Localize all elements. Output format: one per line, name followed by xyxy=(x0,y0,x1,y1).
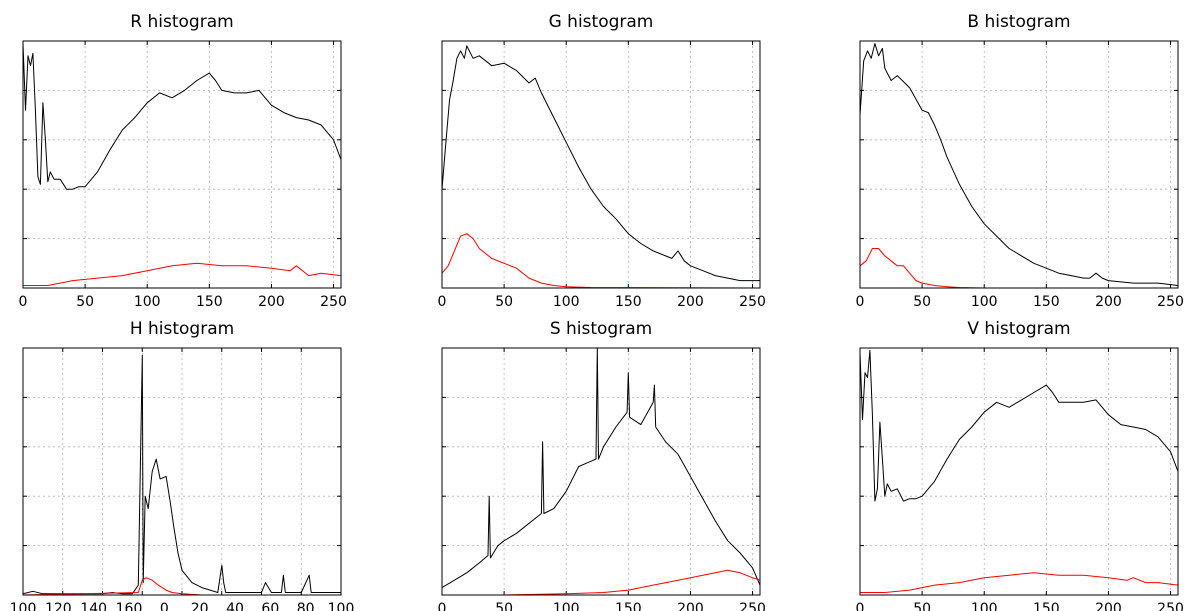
x-tick-label: 100 xyxy=(971,601,998,611)
panel-title: B histogram xyxy=(967,12,1070,32)
panel-title: V histogram xyxy=(967,319,1070,339)
panel-title: G histogram xyxy=(549,12,654,32)
x-tick-label: 0 xyxy=(856,294,865,310)
x-tick-label: 0 xyxy=(19,294,28,310)
x-tick-label: 150 xyxy=(1033,601,1060,611)
x-tick-label: 0 xyxy=(160,601,169,611)
histogram-line-black xyxy=(23,354,341,595)
x-tick-label: 100 xyxy=(971,294,998,310)
x-tick-label: 200 xyxy=(1095,601,1122,611)
x-tick-label: 200 xyxy=(258,294,285,310)
x-tick-label: 100 xyxy=(328,601,355,611)
panel-title: H histogram xyxy=(130,319,234,339)
x-tick-label: 100 xyxy=(134,294,161,310)
x-tick-label: 160 xyxy=(116,601,143,611)
x-tick-label: 250 xyxy=(320,294,347,310)
r-histogram-panel: 0 50 100 150 200 250 R histogram xyxy=(19,12,347,310)
x-tick-label: 20 xyxy=(191,601,209,611)
g-histogram-panel: 0 50 100 150 200 250 G histogram xyxy=(438,12,766,310)
x-tick-label: 150 xyxy=(615,294,642,310)
x-tick-label: 40 xyxy=(226,601,244,611)
panel-title: S histogram xyxy=(550,319,652,339)
x-tick-label: 0 xyxy=(438,294,447,310)
plot-frame xyxy=(441,347,761,596)
x-tick-label: 250 xyxy=(1157,601,1184,611)
h-histogram-panel: 100 120 140 160 0 20 40 60 80 100 H histogram xyxy=(10,319,355,611)
x-tick-label: 100 xyxy=(553,601,580,611)
x-tick-label: 150 xyxy=(196,294,223,310)
x-tick-label: 200 xyxy=(677,601,704,611)
x-tick-label: 200 xyxy=(677,294,704,310)
histogram-line-red xyxy=(860,572,1178,593)
histogram-line-black xyxy=(442,348,760,589)
v-histogram-panel: 0 50 100 150 200 250 V histogram xyxy=(856,319,1184,611)
x-tick-label: 50 xyxy=(495,601,513,611)
plot-frame xyxy=(441,40,761,289)
x-tick-label: 200 xyxy=(1095,294,1122,310)
histogram-line-red xyxy=(442,569,760,595)
x-tick-label: 100 xyxy=(10,601,37,611)
x-tick-label: 150 xyxy=(1033,294,1060,310)
histogram-line-black xyxy=(860,43,1178,286)
x-tick-label: 50 xyxy=(76,294,94,310)
panel-title: R histogram xyxy=(130,12,233,32)
x-tick-label: 50 xyxy=(495,294,513,310)
x-tick-label: 0 xyxy=(438,601,447,611)
x-tick-label: 80 xyxy=(297,601,315,611)
histogram-line-red xyxy=(23,577,341,595)
x-tick-label: 120 xyxy=(45,601,72,611)
x-tick-label: 0 xyxy=(856,601,865,611)
x-tick-label: 140 xyxy=(80,601,107,611)
x-tick-label: 250 xyxy=(739,294,766,310)
x-tick-label: 100 xyxy=(553,294,580,310)
x-tick-label: 50 xyxy=(913,294,931,310)
plot-frame xyxy=(859,347,1179,596)
x-tick-label: 250 xyxy=(1157,294,1184,310)
s-histogram-panel: 0 50 100 150 200 250 S histogram xyxy=(438,319,766,611)
plot-frame xyxy=(22,40,342,289)
histogram-line-black xyxy=(23,43,341,190)
x-tick-label: 250 xyxy=(739,601,766,611)
histogram-line-red xyxy=(23,262,341,286)
x-tick-label: 60 xyxy=(261,601,279,611)
plot-frame xyxy=(22,347,342,596)
plot-frame xyxy=(859,40,1179,289)
histogram-line-red xyxy=(442,233,760,288)
b-histogram-panel: 0 50 100 150 200 250 B histogram xyxy=(856,12,1184,310)
histogram-line-red xyxy=(860,248,1178,288)
x-tick-label: 150 xyxy=(615,601,642,611)
histogram-line-black xyxy=(442,45,760,282)
x-tick-label: 50 xyxy=(913,601,931,611)
histogram-line-black xyxy=(860,350,1178,502)
